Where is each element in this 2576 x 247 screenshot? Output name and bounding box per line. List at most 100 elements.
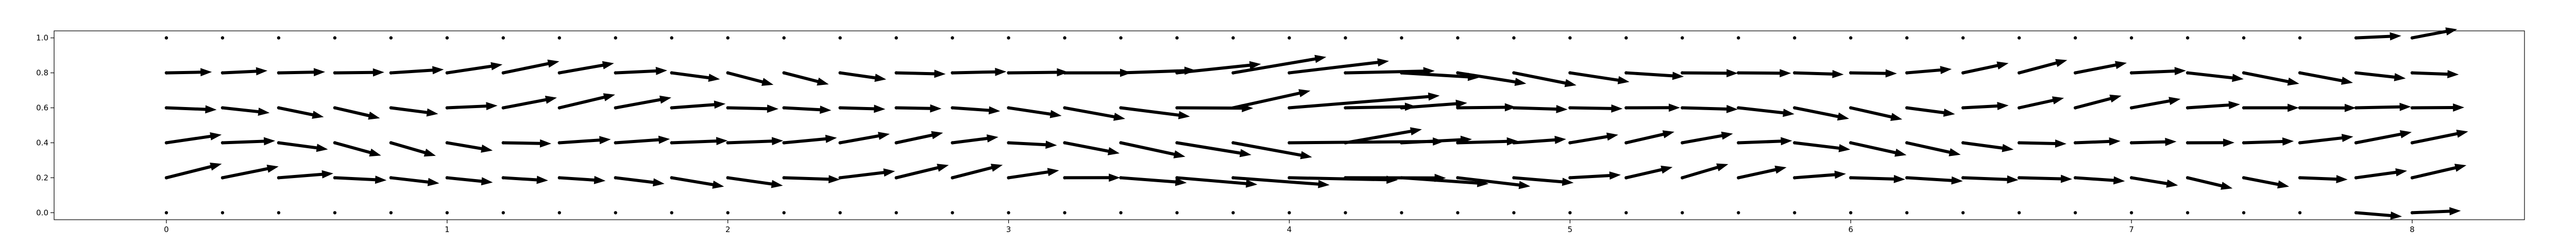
arrow-74 <box>1177 104 1253 113</box>
sample-point <box>1961 36 1965 40</box>
arrow-51 <box>840 71 887 82</box>
arrow-3 <box>166 68 212 77</box>
x-tick-label-4: 4 <box>1287 225 1292 234</box>
arrow-44 <box>784 175 840 184</box>
arrow-106 <box>1626 103 1680 112</box>
arrow-36 <box>671 176 724 189</box>
arrow-66 <box>1064 106 1126 121</box>
sample-point <box>1400 36 1403 40</box>
arrow-96 <box>1514 176 1574 186</box>
arrow-82 <box>1289 92 1440 110</box>
arrow-88 <box>1401 176 1489 187</box>
sample-point <box>1624 36 1628 40</box>
arrow-134 <box>2019 96 2064 110</box>
arrow-1 <box>166 132 222 145</box>
arrow-33 <box>615 135 670 145</box>
sample-point <box>1231 36 1235 40</box>
sample-point <box>1007 36 1010 40</box>
arrow-123 <box>1851 69 1897 78</box>
sample-point <box>1905 36 1909 40</box>
plot-frame <box>54 30 2525 220</box>
arrow-19 <box>391 66 444 75</box>
arrow-52 <box>896 164 949 180</box>
sample-point <box>838 211 842 215</box>
arrow-49 <box>840 132 890 145</box>
arrow-32 <box>615 176 665 187</box>
x-tick-label-2: 2 <box>725 225 731 234</box>
arrow-158 <box>2355 130 2412 145</box>
sample-point <box>1793 36 1797 40</box>
arrow-111 <box>1682 69 1738 78</box>
arrow-153 <box>2299 134 2353 145</box>
arrow-76 <box>1233 176 1330 188</box>
arrow-101 <box>1569 132 1618 145</box>
arrow-151 <box>2243 71 2299 86</box>
arrow-154 <box>2300 103 2356 112</box>
arrow-164 <box>2412 130 2468 145</box>
arrow-20 <box>447 176 493 186</box>
arrow-39 <box>671 71 720 82</box>
arrow-18 <box>391 106 438 117</box>
arrow-127 <box>1907 66 1952 75</box>
sample-point <box>277 36 281 40</box>
arrow-5 <box>222 137 276 146</box>
sample-point <box>670 36 673 40</box>
arrow-62 <box>1008 106 1062 118</box>
sample-point <box>1512 36 1516 40</box>
sample-point <box>1287 211 1291 215</box>
sample-point <box>277 211 281 215</box>
arrow-126 <box>1906 106 1955 117</box>
arrow-83 <box>1289 58 1389 75</box>
sample-point <box>2129 211 2133 215</box>
arrow-130 <box>1963 102 2009 110</box>
y-tick-label-5: 1.0 <box>36 33 48 43</box>
arrow-28 <box>559 175 606 184</box>
arrow-167 <box>2412 27 2458 40</box>
sample-point <box>838 36 842 40</box>
sample-point <box>2185 211 2190 215</box>
arrow-22 <box>447 102 498 111</box>
arrow-109 <box>1682 131 1733 145</box>
arrow-87 <box>1345 67 1435 76</box>
arrow-4 <box>222 165 279 180</box>
arrow-60 <box>1008 168 1059 180</box>
x-tick-label-0: 0 <box>164 225 169 234</box>
sample-point <box>164 36 168 40</box>
sample-point <box>2018 36 2021 40</box>
arrow-34 <box>615 95 672 110</box>
sample-point <box>557 36 561 40</box>
sample-point <box>2129 36 2133 40</box>
sample-point <box>2242 36 2246 40</box>
arrow-8 <box>278 170 333 180</box>
sample-point <box>1737 211 1740 215</box>
arrow-102 <box>1570 104 1623 113</box>
arrow-107 <box>1626 71 1684 80</box>
sample-point <box>501 36 505 40</box>
sample-point <box>2073 36 2077 40</box>
arrow-159 <box>2356 102 2411 111</box>
arrow-131 <box>1962 61 2009 75</box>
arrow-112 <box>1738 165 1787 180</box>
sample-point <box>1119 211 1123 215</box>
arrow-147 <box>2187 71 2244 82</box>
arrow-7 <box>222 67 268 76</box>
arrows <box>166 27 2468 220</box>
sample-point <box>1793 211 1797 215</box>
sample-point <box>2073 211 2077 215</box>
sample-point <box>1400 211 1403 215</box>
arrow-27 <box>503 59 560 75</box>
sample-point <box>1175 36 1179 40</box>
sample-point <box>164 211 168 215</box>
arrow-61 <box>1008 140 1057 149</box>
sample-point <box>1681 211 1684 215</box>
arrow-79 <box>1233 55 1327 75</box>
arrow-145 <box>2188 138 2235 147</box>
sample-point <box>951 211 954 215</box>
y-axis: 0.0 0.2 0.4 0.6 0.8 1.0 <box>36 33 54 217</box>
arrow-94 <box>1458 103 1516 112</box>
arrow-95 <box>1458 71 1527 86</box>
arrow-57 <box>952 134 998 145</box>
arrow-119 <box>1794 70 1844 78</box>
arrow-110 <box>1682 104 1738 113</box>
